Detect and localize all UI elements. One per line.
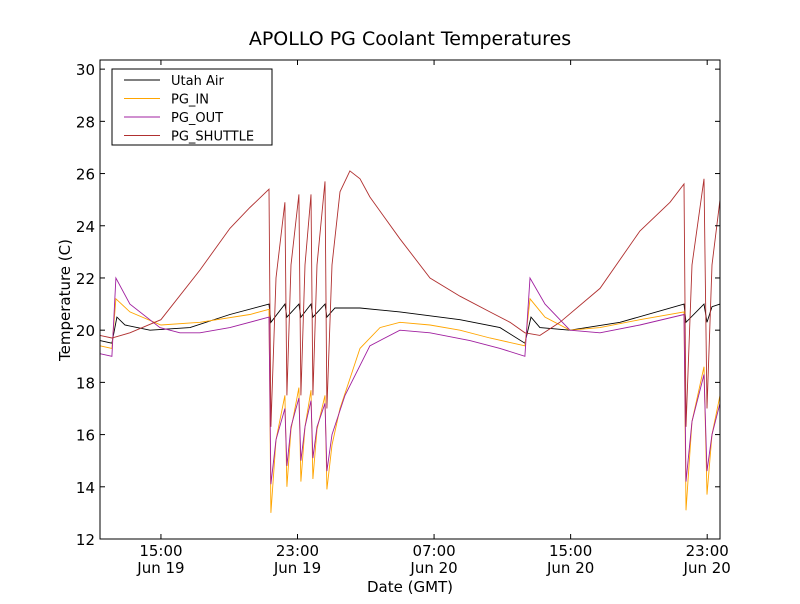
axes-frame [99, 59, 721, 540]
x-tick-label-date: Jun 20 [409, 559, 457, 577]
y-axis-label: Temperature (C) [56, 239, 74, 362]
x-axis-label: Date (GMT) [367, 578, 453, 596]
x-tick-label-time: 15:00 [549, 542, 592, 560]
x-tick-label-time: 15:00 [139, 542, 182, 560]
x-tick-label-time: 07:00 [412, 542, 455, 560]
y-tick-label: 30 [76, 61, 95, 79]
x-tick-label-time: 23:00 [686, 542, 729, 560]
y-tick-label: 20 [76, 322, 95, 340]
chart-title: APOLLO PG Coolant Temperatures [249, 28, 571, 50]
y-tick-label: 18 [76, 374, 95, 392]
x-tick-label-date: Jun 19 [136, 559, 184, 577]
legend-label: PG_IN [171, 93, 209, 108]
plot-area [99, 170, 721, 513]
series-line-pg-out [99, 276, 721, 485]
y-tick-label: 22 [76, 270, 95, 288]
legend-box [111, 68, 273, 146]
x-tick-label-date: Jun 20 [683, 559, 731, 577]
legend-label: PG_OUT [171, 111, 223, 126]
series-line-utah-air [99, 302, 721, 344]
y-tick-label: 26 [76, 166, 95, 184]
x-tick-label-date: Jun 20 [546, 559, 594, 577]
y-tick-label: 12 [76, 531, 95, 549]
y-tick-label: 16 [76, 427, 95, 445]
series-line-pg-in [99, 297, 721, 513]
y-tick-label: 14 [76, 479, 95, 497]
legend: Utah Air PG_IN PG_OUT PG_SHUTTLE [111, 68, 273, 146]
y-tick-label: 28 [76, 113, 95, 131]
x-tick-label-time: 23:00 [276, 542, 319, 560]
x-tick-label-date: Jun 19 [273, 559, 321, 577]
legend-label: PG_SHUTTLE [171, 130, 254, 145]
legend-label: Utah Air [171, 74, 224, 89]
y-tick-label: 24 [76, 218, 95, 236]
series-line-pg-shuttle [99, 170, 721, 427]
